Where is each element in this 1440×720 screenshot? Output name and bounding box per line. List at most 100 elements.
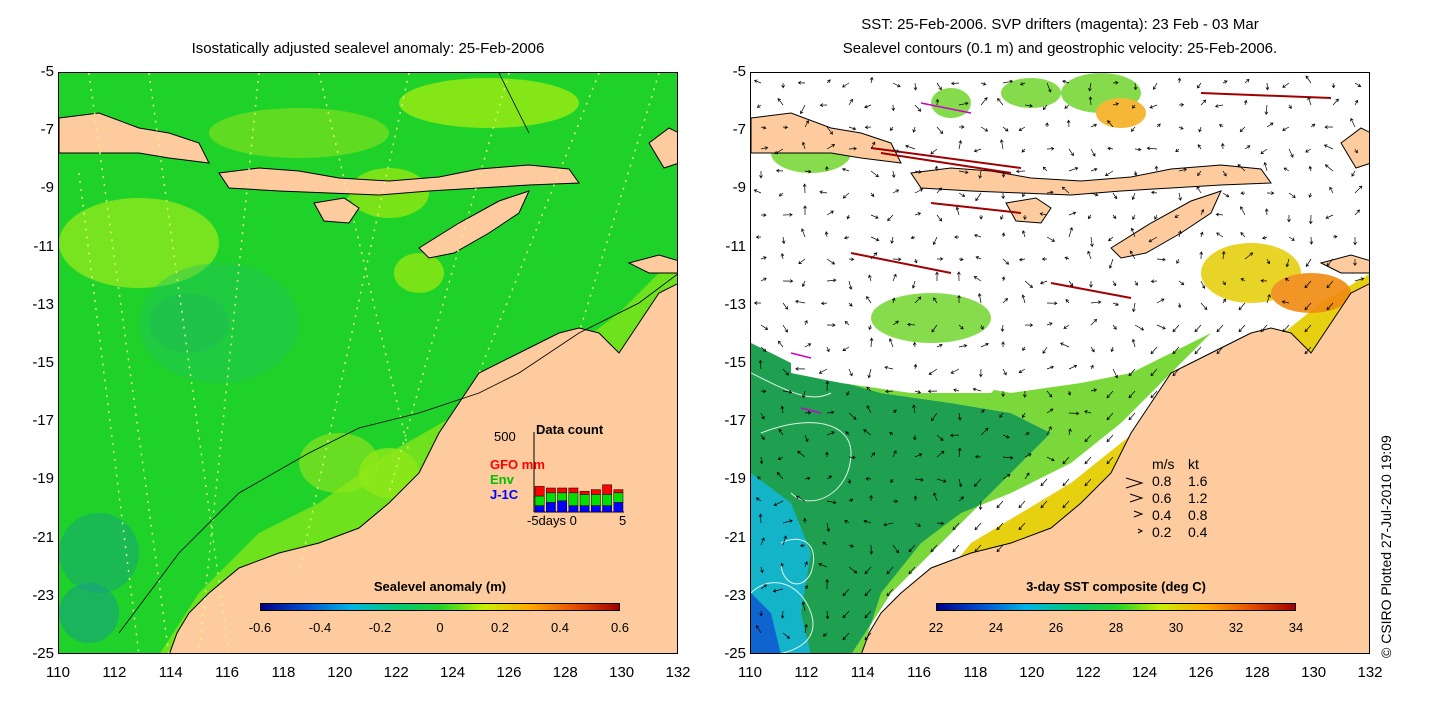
velocity-arrow (1200, 209, 1205, 216)
velocity-arrow (1156, 257, 1166, 262)
velocity-arrow (1304, 280, 1312, 289)
velocity-arrow (842, 588, 850, 597)
velocity-arrow (1065, 299, 1070, 304)
velocity-arrow (1266, 293, 1271, 304)
velocity-arrow (931, 412, 938, 422)
cloud-cover-2 (791, 343, 1011, 393)
velocity-arrow (936, 343, 943, 348)
island-east (1319, 254, 1369, 274)
lat-tick-label: -9 (732, 179, 746, 197)
velocity-arrow (927, 389, 938, 394)
velocity-arrow (905, 144, 916, 150)
velocity-arrow (1305, 148, 1312, 153)
velocity-arrow (780, 610, 785, 619)
velocity-arrow (825, 165, 829, 172)
velocity-arrow (1156, 324, 1166, 330)
lon-tick-label: 122 (1075, 664, 1101, 681)
velocity-arrow (848, 566, 858, 574)
velocity-arrow (819, 103, 828, 107)
velocity-arrow (864, 610, 872, 619)
velocity-arrow (1178, 192, 1182, 201)
velocity-arrow (1040, 280, 1048, 285)
velocity-arrow (1308, 192, 1313, 198)
island-timor (418, 190, 530, 259)
velocity-arrow (777, 98, 784, 106)
velocity-arrow (1309, 236, 1314, 245)
velocity-arrow (870, 170, 879, 178)
velocity-arrow (1128, 368, 1136, 377)
velocity-arrow (952, 522, 960, 531)
legend-gfo: GFO mm (490, 457, 545, 472)
velocity-arrow (1215, 212, 1224, 217)
velocity-arrow (848, 98, 853, 106)
velocity-arrow (1133, 170, 1138, 177)
velocity-arrow (760, 566, 764, 574)
velocity-arrow (1222, 170, 1227, 177)
velocity-arrow (980, 324, 984, 330)
velocity-arrow (892, 450, 897, 458)
velocity-arrow (826, 500, 837, 505)
velocity-arrow (1220, 142, 1225, 150)
velocity-arrow (864, 566, 872, 575)
drifter-tracks (790, 102, 972, 414)
velocity-arrow (1288, 236, 1295, 241)
velocity-arrow (1219, 124, 1224, 128)
velocity-arrow (936, 126, 944, 135)
velocity-arrow (804, 476, 811, 481)
lon-tick-label: 110 (738, 664, 762, 681)
velocity-arrow (1068, 148, 1074, 157)
velocity-arrow (1175, 148, 1180, 153)
lat-tick-label: -25 (724, 645, 746, 662)
velocity-arrow (803, 205, 807, 216)
velocity-arrow (973, 478, 982, 487)
velocity-arrow (1128, 390, 1136, 399)
velocity-arrow (891, 104, 896, 112)
velocity-arrow (1149, 104, 1158, 109)
legend-arrow-06 (1129, 493, 1144, 503)
velocity-arrow (1000, 214, 1004, 220)
velocity-arrow (1106, 390, 1114, 399)
velocity-arrow (760, 125, 767, 130)
velocity-arrow (1062, 456, 1070, 465)
velocity-arrow (1002, 79, 1014, 84)
anomaly-blob (59, 513, 139, 593)
velocity-arrow (1265, 82, 1270, 91)
velocity-arrow (753, 189, 762, 194)
velocity-arrow (1264, 208, 1269, 216)
velocity-arrow (795, 299, 806, 304)
velocity-arrow (1106, 434, 1114, 443)
sst-colorbar (936, 603, 1296, 611)
velocity-arrow (1305, 75, 1312, 84)
velocity-arrow (798, 258, 806, 265)
velocity-arrow (804, 434, 809, 443)
velocity-arrow (825, 451, 829, 458)
velocity-arrow (847, 478, 852, 485)
velocity-arrow (1283, 167, 1290, 172)
velocity-arrow (826, 475, 833, 480)
velocity-arrow (804, 319, 808, 326)
velocity-arrow (870, 452, 876, 458)
velocity-arrow (975, 256, 982, 260)
island-east (627, 254, 677, 274)
velocity-arrow (1172, 368, 1180, 377)
velocity-arrow (892, 544, 900, 554)
velocity-arrow (760, 146, 769, 150)
velocity-arrow (892, 499, 899, 504)
lon-tick-label: 116 (215, 664, 240, 681)
lat-tick-label: -25 (32, 645, 54, 662)
colorbar-tick-label: 0.4 (550, 620, 570, 635)
velocity-arrow (997, 97, 1004, 106)
velocity-arrow (1090, 318, 1098, 326)
velocity-arrow (822, 541, 828, 546)
velocity-arrow (848, 126, 857, 131)
legend-j1c: J-1C (490, 487, 519, 502)
colorbar-tick-label: 0.2 (490, 620, 510, 635)
data-count-ymax: 500 (494, 429, 516, 444)
colorbar-tick-label: 24 (988, 620, 1004, 635)
data-count-bar-env (591, 494, 601, 506)
velocity-arrow (1087, 250, 1092, 260)
velocity-arrow (820, 301, 828, 306)
velocity-arrow (1331, 82, 1336, 89)
colorbar-tick-label: 32 (1228, 620, 1244, 635)
velocity-arrow (975, 192, 982, 202)
